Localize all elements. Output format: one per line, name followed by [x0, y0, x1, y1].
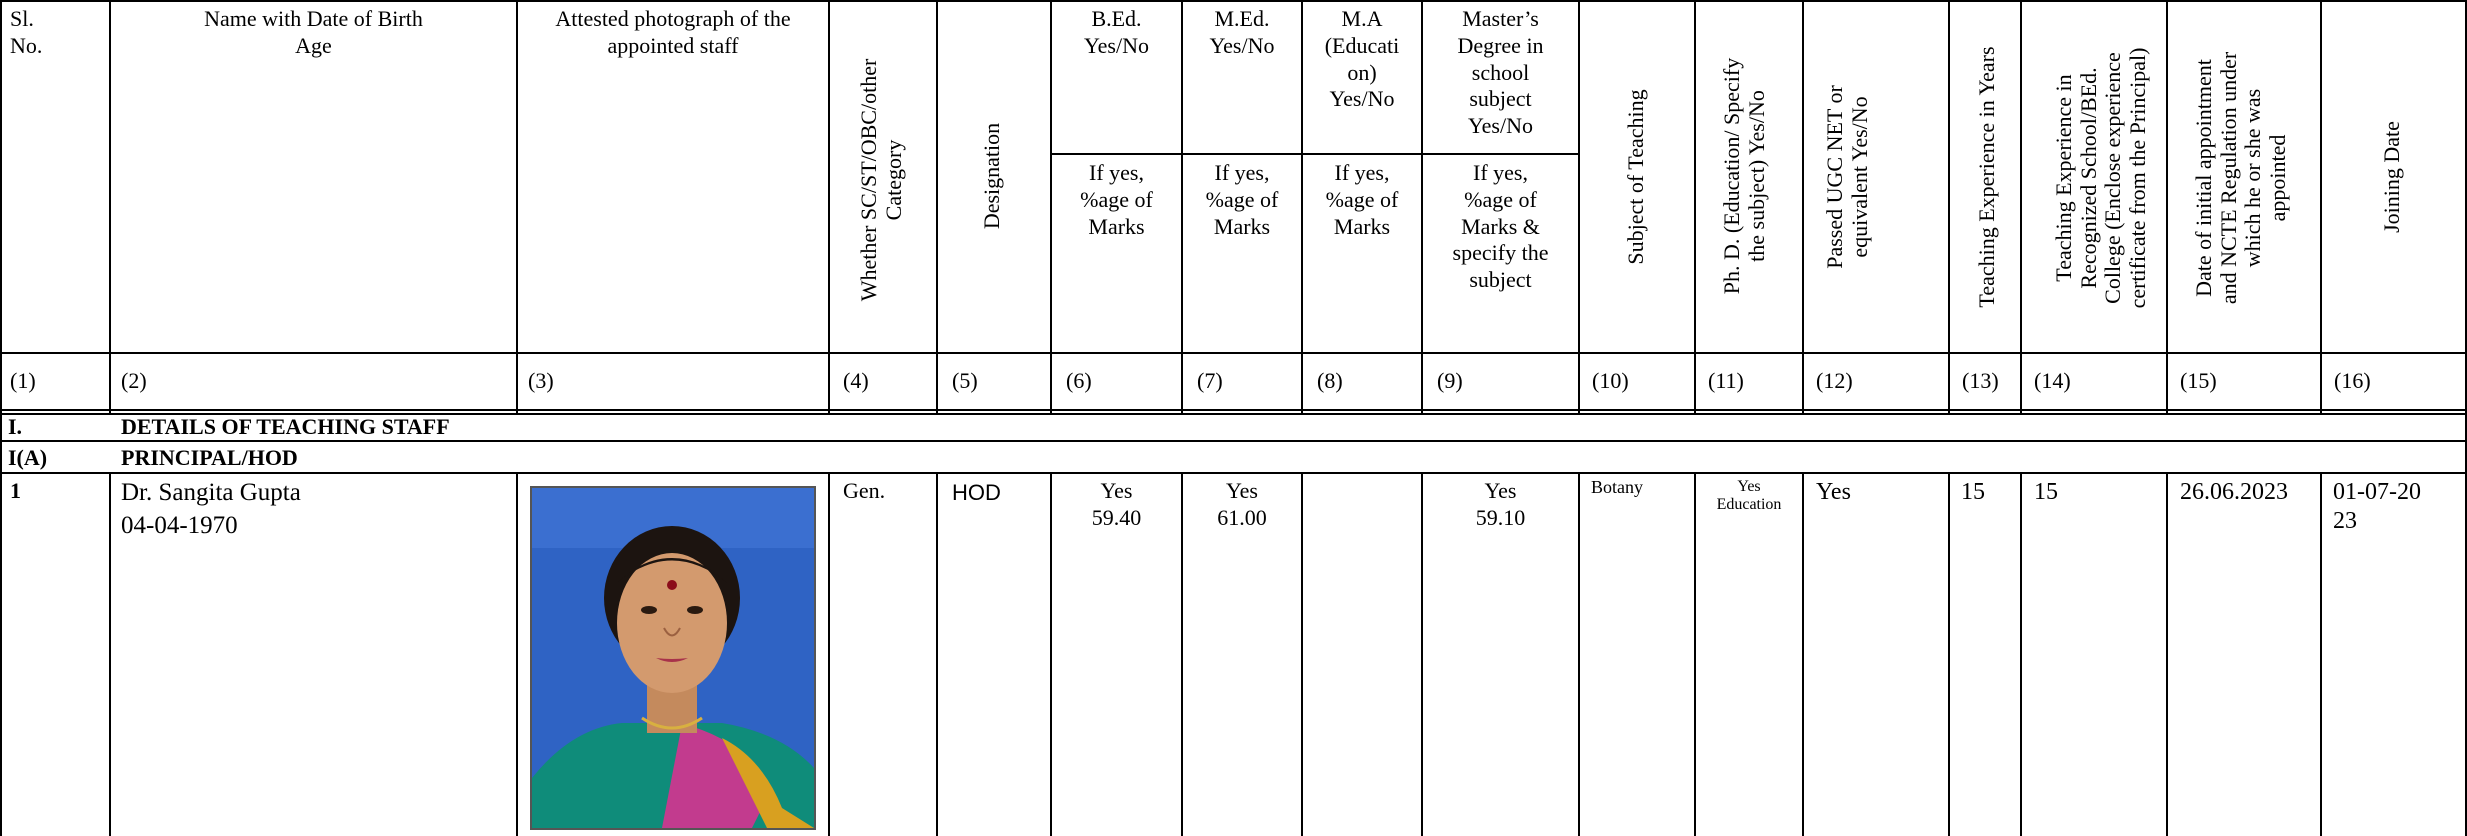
- header-bed-sub: If yes, %age of Marks: [1080, 160, 1153, 239]
- col-line: [828, 0, 830, 413]
- table-line: [0, 352, 2467, 354]
- table-line: [0, 472, 2467, 474]
- staff-photo: [530, 486, 816, 830]
- staff-recognized-experience: 15: [2034, 479, 2058, 505]
- column-number: (13): [1962, 368, 1999, 393]
- header-category: Whether SC/ST/OBC/other Category: [856, 58, 906, 302]
- header-initial-appointment: Date of initial appointment and NCTE Reg…: [2191, 51, 2290, 305]
- col-line: [1181, 474, 1183, 836]
- col-line: [1694, 474, 1696, 836]
- subsection-number: I(A): [8, 445, 48, 470]
- table-line: [0, 413, 2467, 415]
- table-border-left: [0, 0, 2, 836]
- col-line: [1421, 0, 1423, 413]
- col-line: [1802, 474, 1804, 836]
- col-line: [1578, 474, 1580, 836]
- column-number: (12): [1816, 368, 1853, 393]
- col-line: [516, 474, 518, 836]
- table-line: [1050, 153, 1578, 155]
- header-name: Name with Date of Birth Age: [204, 6, 423, 58]
- header-phd: Ph. D. (Education/ Specify the subject) …: [1719, 57, 1769, 295]
- staff-phd: Yes Education: [1716, 478, 1782, 513]
- header-ma: M.A (Educati on) Yes/No: [1324, 6, 1400, 112]
- col-line: [2020, 0, 2022, 413]
- staff-masters: Yes 59.10: [1475, 478, 1526, 530]
- column-number: (4): [843, 368, 869, 393]
- header-masters: Master’s Degree in school subject Yes/No: [1457, 6, 1544, 139]
- col-line: [1301, 474, 1303, 836]
- column-number: (14): [2034, 368, 2071, 393]
- column-number: (7): [1197, 368, 1223, 393]
- section-title: DETAILS OF TEACHING STAFF: [121, 414, 450, 439]
- col-line: [1181, 0, 1183, 413]
- staff-med: Yes 61.00: [1217, 478, 1267, 530]
- col-line: [1948, 0, 1950, 413]
- table-border-right: [2465, 0, 2467, 836]
- col-line: [2320, 0, 2322, 413]
- header-sl-no: Sl. No.: [10, 6, 43, 58]
- column-number: (6): [1066, 368, 1092, 393]
- section-number: I.: [8, 414, 23, 439]
- col-line: [516, 0, 518, 413]
- row-sl: 1: [10, 478, 21, 503]
- staff-dob: 04-04-1970: [121, 512, 238, 539]
- staff-subject: Botany: [1591, 477, 1643, 497]
- col-line: [109, 0, 111, 413]
- column-number: (16): [2334, 368, 2371, 393]
- staff-designation: HOD: [952, 480, 1001, 505]
- header-bed: B.Ed. Yes/No: [1083, 6, 1149, 58]
- table-line: [0, 409, 2467, 411]
- subsection-title: PRINCIPAL/HOD: [121, 445, 298, 470]
- header-experience: Teaching Experience in Years: [1974, 46, 1999, 308]
- col-line: [1948, 474, 1950, 836]
- col-line: [1802, 0, 1804, 413]
- col-line: [936, 0, 938, 413]
- col-line: [1421, 474, 1423, 836]
- header-ma-sub: If yes, %age of Marks: [1325, 160, 1399, 239]
- staff-initial-appointment: 26.06.2023: [2180, 479, 2288, 505]
- header-masters-sub: If yes, %age of Marks & specify the subj…: [1452, 160, 1549, 293]
- column-number: (5): [952, 368, 978, 393]
- header-joining: Joining Date: [2379, 121, 2404, 233]
- column-number: (15): [2180, 368, 2217, 393]
- staff-name: Dr. Sangita Gupta: [121, 479, 301, 506]
- col-line: [2320, 474, 2322, 836]
- column-number: (2): [121, 368, 147, 393]
- header-med-sub: If yes, %age of Marks: [1205, 160, 1279, 239]
- col-line: [1050, 0, 1052, 413]
- col-line: [936, 474, 938, 836]
- header-recognized-experience: Teaching Experience in Recognized School…: [2051, 47, 2150, 309]
- column-number: (9): [1437, 368, 1463, 393]
- staff-experience: 15: [1961, 479, 1985, 505]
- header-net: Passed UGC NET or equivalent Yes/No: [1822, 85, 1872, 269]
- col-line: [1050, 474, 1052, 836]
- col-line: [1301, 0, 1303, 413]
- col-line: [828, 474, 830, 836]
- column-number: (1): [10, 368, 36, 393]
- table-line: [0, 440, 2467, 442]
- col-line: [2166, 474, 2168, 836]
- header-med: M.Ed. Yes/No: [1209, 6, 1275, 58]
- col-line: [1578, 0, 1580, 413]
- table-border-top: [0, 0, 2467, 2]
- header-subject: Subject of Teaching: [1623, 89, 1648, 265]
- col-line: [109, 474, 111, 836]
- staff-category: Gen.: [843, 478, 886, 503]
- staff-bed: Yes 59.40: [1091, 478, 1142, 530]
- column-number: (8): [1317, 368, 1343, 393]
- col-line: [1694, 0, 1696, 413]
- staff-net: Yes: [1816, 479, 1851, 505]
- col-line: [2020, 474, 2022, 836]
- column-number: (10): [1592, 368, 1629, 393]
- staff-joining-date: 01-07-20 23: [2333, 479, 2421, 535]
- col-line: [2166, 0, 2168, 413]
- column-number: (11): [1708, 368, 1744, 393]
- header-photo: Attested photograph of the appointed sta…: [555, 6, 791, 58]
- column-number: (3): [528, 368, 554, 393]
- header-designation: Designation: [979, 122, 1004, 230]
